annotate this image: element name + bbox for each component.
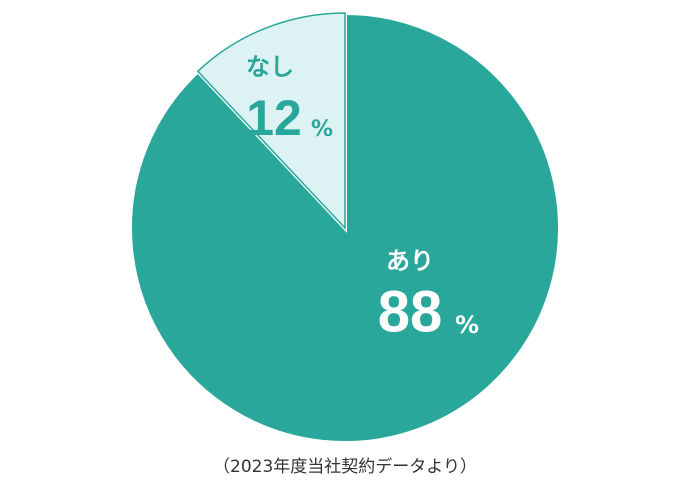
slice-name: あり: [386, 247, 434, 275]
slice-value: 88: [378, 279, 443, 344]
slice-value: 12: [246, 90, 302, 146]
source-note: （2023年度当社契約データより）: [213, 456, 477, 477]
slice-unit: %: [311, 117, 333, 142]
slice-name: なし: [246, 53, 294, 81]
pie-slice: [196, 12, 346, 230]
slice-unit: %: [455, 311, 479, 339]
